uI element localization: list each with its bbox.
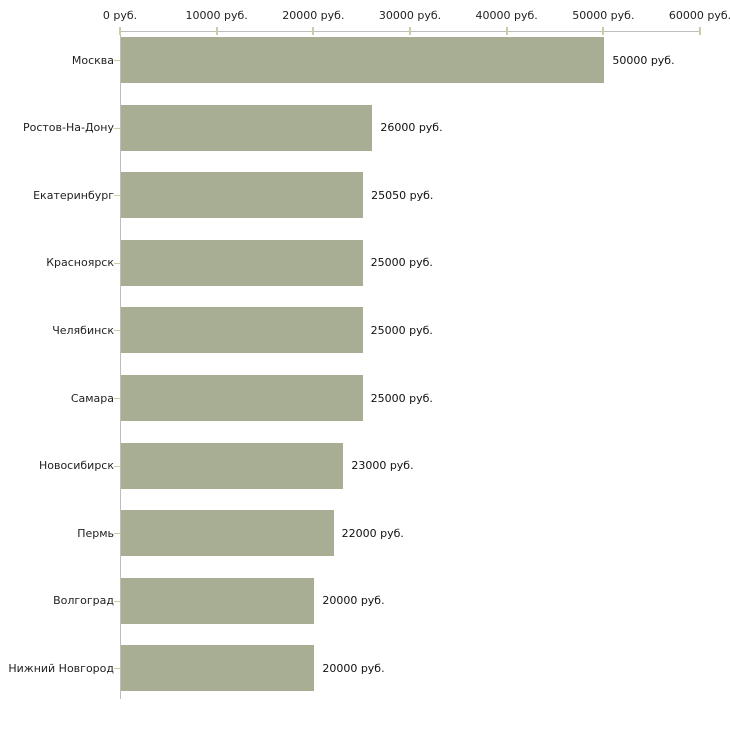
category-label: Самара <box>70 391 114 405</box>
category-tick-mark <box>114 60 120 61</box>
category-tick-mark <box>114 398 120 399</box>
x-axis-tick-label: 20000 руб. <box>282 9 345 22</box>
value-label: 25000 руб. <box>370 323 433 337</box>
x-axis-tick-label: 60000 руб. <box>668 9 730 22</box>
category-label: Москва <box>71 53 114 67</box>
bar-8 <box>121 577 315 624</box>
bar-7 <box>121 510 334 557</box>
category-label: Волгоград <box>53 594 114 608</box>
category-label: Екатеринбург <box>33 188 114 202</box>
category-label: Пермь <box>77 526 114 540</box>
category-tick-mark <box>114 465 120 467</box>
bar-4 <box>121 307 363 354</box>
category-tick-mark <box>114 533 120 535</box>
category-label: Новосибирск <box>38 459 114 473</box>
x-axis-tick-label: 40000 руб. <box>475 9 538 22</box>
y-axis-line <box>120 31 121 699</box>
x-axis-tick-label: 0 руб. <box>102 9 138 22</box>
x-axis-tick-label: 50000 руб. <box>572 9 635 22</box>
x-axis-tick-mark <box>602 27 605 35</box>
x-axis-tick-mark <box>312 27 315 35</box>
category-tick-mark <box>114 127 120 129</box>
bar-9 <box>121 645 315 692</box>
bar-5 <box>121 375 363 421</box>
bar-2 <box>121 172 364 219</box>
x-axis-tick-mark <box>505 27 508 35</box>
category-tick-mark <box>114 262 120 264</box>
bar-6 <box>121 442 344 489</box>
category-tick-mark <box>114 668 120 670</box>
category-label: Ростов-На-Дону <box>22 121 114 135</box>
value-label: 26000 руб. <box>380 121 443 135</box>
x-axis-tick-mark <box>409 27 411 35</box>
value-label: 22000 руб. <box>341 526 404 540</box>
value-label: 25000 руб. <box>370 391 433 405</box>
category-tick-mark <box>114 195 120 197</box>
value-label: 20000 руб. <box>322 594 385 608</box>
x-axis-tick-label: 30000 руб. <box>378 9 442 22</box>
category-tick-mark <box>114 600 120 602</box>
category-tick-mark <box>114 330 120 332</box>
value-label: 23000 руб. <box>351 459 414 473</box>
category-label: Нижний Новгород <box>8 661 114 675</box>
category-label: Челябинск <box>52 323 114 337</box>
bar-0 <box>121 37 605 83</box>
value-label: 25000 руб. <box>370 256 433 270</box>
x-axis-tick-mark <box>119 27 121 35</box>
x-axis-tick-mark <box>699 27 701 35</box>
bar-1 <box>121 104 373 151</box>
category-label: Красноярск <box>46 256 114 270</box>
value-label: 50000 руб. <box>612 53 675 67</box>
value-label: 20000 руб. <box>322 661 385 675</box>
bar-3 <box>121 239 363 286</box>
x-axis-tick-label: 10000 руб. <box>185 9 248 22</box>
value-label: 25050 руб. <box>371 188 434 202</box>
x-axis-tick-mark <box>215 27 218 35</box>
